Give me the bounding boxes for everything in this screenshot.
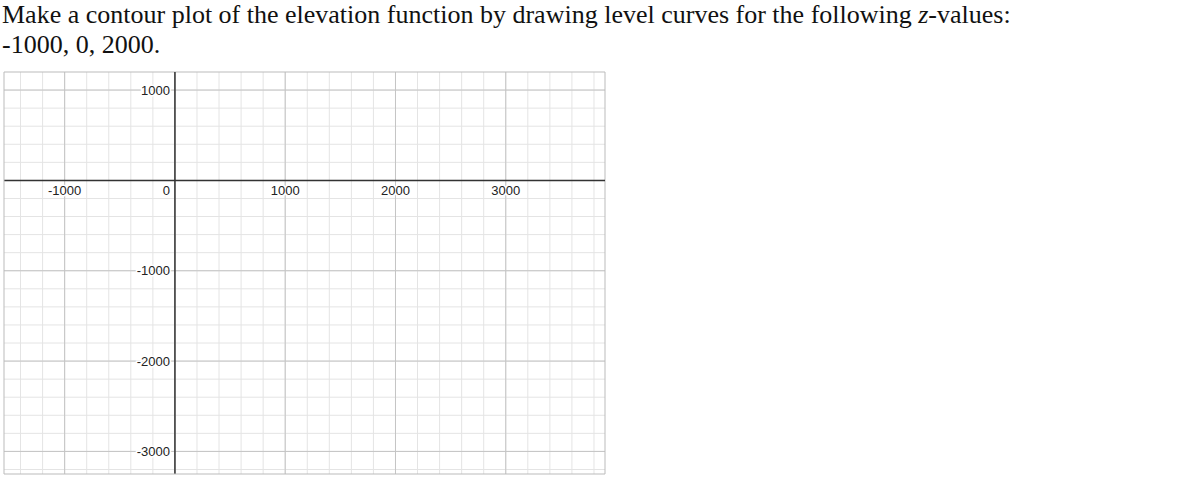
svg-text:-3000: -3000	[137, 444, 170, 459]
svg-text:-2000: -2000	[137, 354, 170, 369]
svg-text:-1000: -1000	[48, 183, 81, 198]
svg-text:1000: 1000	[141, 83, 170, 98]
svg-text:0: 0	[163, 183, 170, 198]
svg-text:3000: 3000	[491, 183, 520, 198]
html-text:-1000, 0, 2000.: -1000, 0, 2000.	[2, 30, 161, 59]
html-text:Make a contour plot of the ele: Make a contour plot of the elevation fun…	[2, 0, 1011, 29]
svg-text:2000: 2000	[381, 183, 410, 198]
svg-text:1000: 1000	[271, 183, 300, 198]
svg-text:-1000: -1000	[137, 263, 170, 278]
